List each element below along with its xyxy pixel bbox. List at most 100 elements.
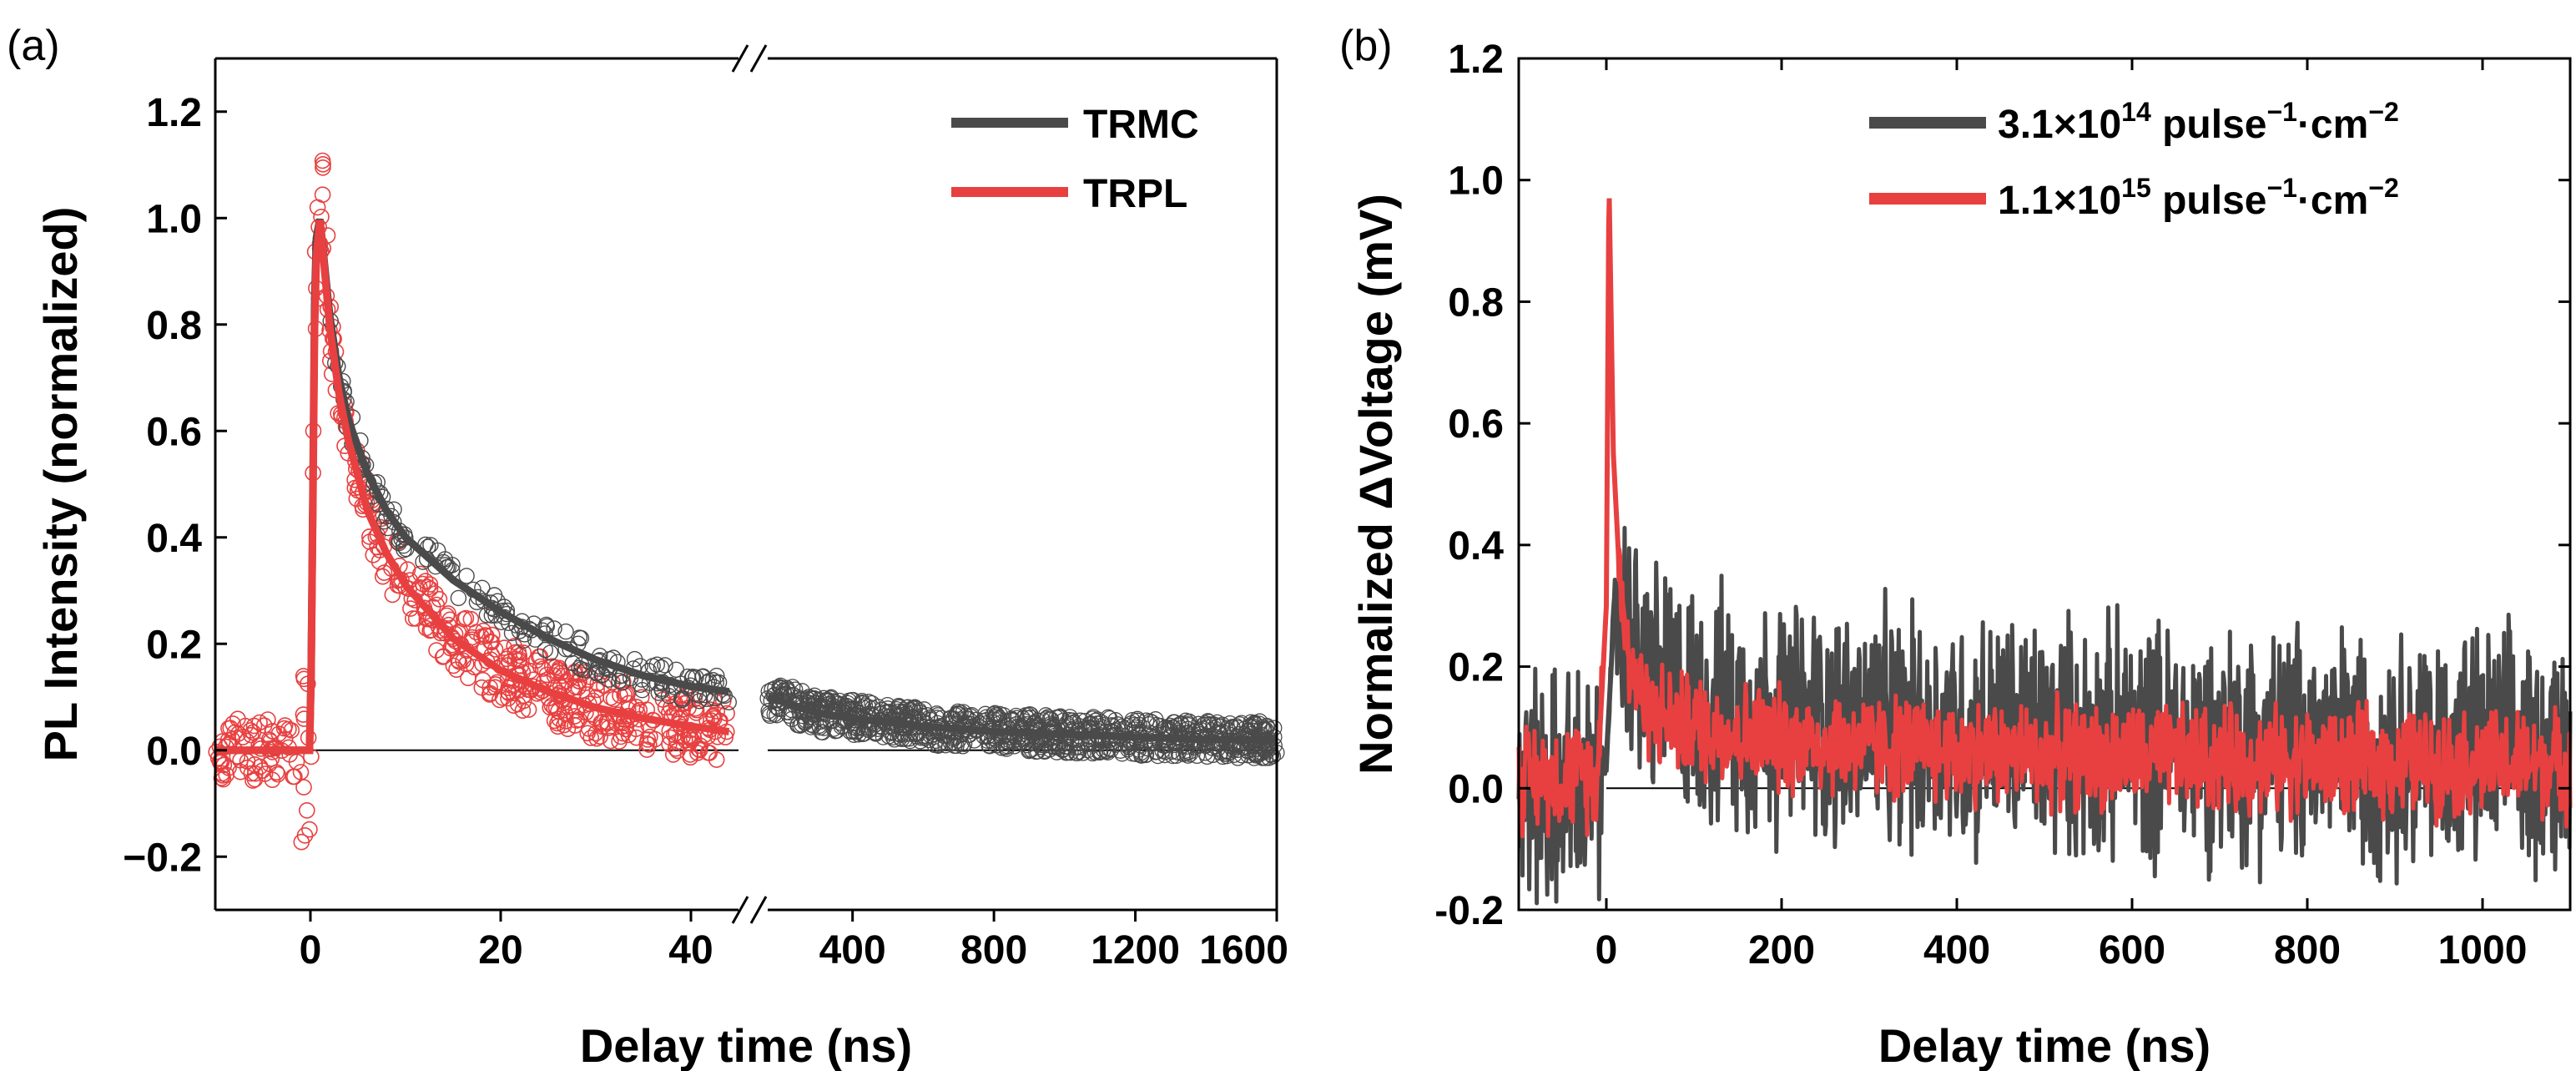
trpl-data-point bbox=[244, 772, 261, 789]
trpl-data-point bbox=[500, 685, 517, 702]
trmc-data-point bbox=[1142, 713, 1158, 730]
trpl-data-point bbox=[426, 585, 444, 602]
trpl-data-point bbox=[407, 610, 425, 627]
panel-a-ticks: −0.2 0.0 0.2 0.4 0.6 0.8 1.0 1.2 0 20 40 400 800 1200… bbox=[123, 91, 1288, 972]
trmc-data-point bbox=[503, 624, 521, 642]
trpl-data-point bbox=[647, 730, 664, 748]
panel-a-x-tick-label: 1600 bbox=[1199, 928, 1288, 972]
trmc-data-point bbox=[866, 725, 883, 741]
trpl-data-point bbox=[572, 666, 589, 683]
trmc-data-point bbox=[478, 607, 496, 624]
trmc-data-point bbox=[1032, 739, 1049, 755]
trmc-data-point bbox=[930, 707, 946, 724]
trpl-data-point bbox=[620, 726, 638, 744]
trpl-data-point bbox=[718, 705, 735, 722]
trpl-data-point bbox=[667, 740, 684, 757]
trpl-data-point bbox=[657, 699, 674, 716]
trmc-data-point bbox=[1199, 713, 1217, 730]
panel-b-x-label: Delay time (ns) bbox=[1878, 1019, 2211, 1071]
trpl-data-point bbox=[243, 765, 260, 782]
trmc-data-point bbox=[1154, 742, 1171, 759]
panel-a-x-tick-label: 400 bbox=[819, 928, 886, 972]
trmc-data-point bbox=[557, 623, 574, 640]
trpl-data-point bbox=[592, 728, 609, 745]
trmc-data-point bbox=[653, 659, 670, 676]
trmc-data-point bbox=[827, 723, 844, 740]
trmc-data-point bbox=[773, 679, 790, 697]
trpl-data-point bbox=[483, 626, 501, 644]
trmc-data-point bbox=[806, 687, 823, 704]
trpl-data-point bbox=[559, 720, 577, 738]
trpl-data-point bbox=[438, 607, 456, 624]
trmc-data-point bbox=[787, 681, 804, 698]
trmc-data-point bbox=[906, 699, 923, 715]
panel-b-marks bbox=[1516, 198, 2573, 906]
trpl-data-point bbox=[242, 722, 259, 739]
trpl-data-point bbox=[309, 199, 326, 216]
trmc-data-point bbox=[1044, 738, 1061, 755]
trpl-data-point bbox=[283, 722, 300, 739]
trmc-data-point bbox=[844, 723, 860, 740]
trpl-data-point bbox=[639, 731, 657, 748]
trmc-data-point bbox=[1266, 720, 1283, 736]
trpl-data-point bbox=[510, 644, 527, 661]
trpl-data-point bbox=[466, 659, 483, 676]
trpl-data-point bbox=[421, 580, 439, 598]
trmc-data-point bbox=[1208, 714, 1226, 731]
panel-a-x-tick-label: 40 bbox=[668, 928, 713, 972]
trmc-data-point bbox=[1133, 747, 1150, 764]
trpl-data-point bbox=[522, 662, 539, 679]
trmc-data-point bbox=[1242, 718, 1258, 735]
trmc-data-point bbox=[977, 705, 994, 722]
panel-a-break-top bbox=[731, 44, 768, 73]
trpl-data-point bbox=[448, 661, 465, 679]
panel-a-y-tick-label: 0.4 bbox=[146, 517, 202, 561]
trpl-data-point bbox=[494, 690, 512, 706]
legend-label-trpl: TRPL bbox=[1083, 172, 1187, 216]
trmc-data-point bbox=[633, 682, 651, 699]
trmc-data-point bbox=[920, 731, 937, 749]
trmc-data-point bbox=[998, 740, 1015, 757]
trmc-data-point bbox=[905, 700, 921, 717]
trpl-data-point bbox=[224, 715, 241, 732]
trpl-data-point bbox=[582, 730, 600, 746]
panel-b-y-label: Normalized ΔVoltage (mV) bbox=[1349, 194, 1402, 775]
trpl-data-point bbox=[514, 702, 532, 720]
trmc-data-point bbox=[571, 629, 587, 646]
trmc-data-point bbox=[546, 620, 562, 637]
legend-label-low-fluence: 3.1×1014 pulse−1·cm−2 bbox=[1998, 97, 2399, 147]
panel-a-y-tick-label: 0.6 bbox=[146, 410, 202, 454]
trmc-data-point bbox=[761, 705, 778, 722]
trmc-data-point bbox=[1019, 737, 1036, 754]
trmc-data-point bbox=[1218, 748, 1236, 765]
panel-b-x-tick-label: 600 bbox=[2099, 928, 2165, 972]
trpl-data-point bbox=[689, 745, 706, 761]
trmc-data-point bbox=[840, 692, 857, 710]
trmc-data-point bbox=[1004, 712, 1021, 730]
panel-b-y-tick-label: 0.6 bbox=[1448, 402, 1504, 447]
trpl-data-point bbox=[702, 701, 719, 719]
trmc-data-point bbox=[784, 710, 800, 727]
trpl-data-point bbox=[445, 657, 462, 674]
trpl-data-point bbox=[638, 741, 656, 758]
trpl-data-point bbox=[450, 652, 466, 669]
trmc-data-point bbox=[1198, 748, 1216, 765]
trpl-data-point bbox=[676, 731, 693, 749]
trpl-data-point bbox=[556, 716, 572, 734]
panel-b-series-high-peak bbox=[1595, 198, 1669, 776]
trmc-data-point bbox=[915, 701, 933, 718]
trmc-data-point bbox=[953, 735, 970, 752]
trpl-data-point bbox=[602, 732, 619, 750]
trmc-data-point bbox=[538, 616, 555, 634]
trpl-data-point bbox=[550, 703, 567, 720]
panel-a-x-label: Delay time (ns) bbox=[580, 1019, 912, 1071]
trpl-data-point bbox=[264, 723, 281, 740]
panel-b-y-tick-label: 0.8 bbox=[1448, 280, 1504, 325]
panel-b-y-tick-label: 1.0 bbox=[1448, 159, 1504, 204]
panel-a-x-tick-label: 20 bbox=[478, 928, 522, 972]
trmc-data-point bbox=[1168, 747, 1185, 764]
trpl-data-point bbox=[404, 610, 421, 627]
trmc-data-point bbox=[1251, 745, 1268, 763]
trpl-data-point bbox=[530, 648, 547, 665]
